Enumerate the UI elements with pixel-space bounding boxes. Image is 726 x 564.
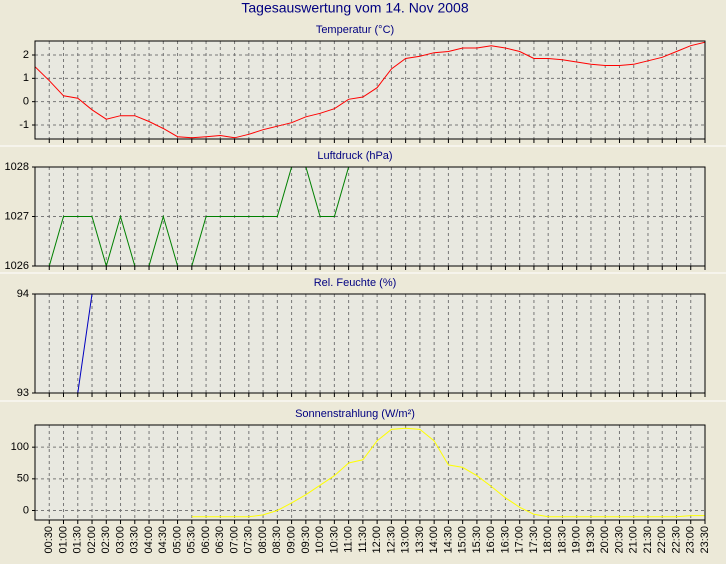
x-tick-label: 17:00 <box>514 526 526 554</box>
plot-area <box>35 41 705 139</box>
y-tick-label: 1028 <box>5 161 29 173</box>
x-tick-label: 15:30 <box>471 526 483 554</box>
x-tick-label: 22:30 <box>670 526 682 554</box>
x-tick-label: 08:30 <box>271 526 283 554</box>
x-tick-label: 21:00 <box>628 526 640 554</box>
x-tick-label: 14:30 <box>442 526 454 554</box>
plot-frame <box>34 40 706 140</box>
y-tick-label: 100 <box>11 441 29 453</box>
x-tick-label: 22:00 <box>656 526 668 554</box>
page-title: Tagesauswertung vom 14. Nov 2008 <box>241 0 468 16</box>
data-line <box>35 41 705 139</box>
plot-frame <box>34 424 706 521</box>
x-tick-label: 11:00 <box>343 526 355 553</box>
x-tick-label: 13:00 <box>400 526 412 554</box>
plot-area <box>35 167 705 266</box>
y-tick-label: 1026 <box>5 260 29 272</box>
x-tick-label: 15:00 <box>457 526 469 554</box>
x-tick-label: 03:30 <box>129 526 141 554</box>
x-tick-label: 05:00 <box>172 526 184 554</box>
x-tick-label: 21:30 <box>642 526 654 554</box>
x-tick-label: 12:00 <box>371 526 383 554</box>
x-tick-label: 18:30 <box>556 526 568 554</box>
x-tick-label: 10:00 <box>314 526 326 554</box>
x-tick-label: 20:00 <box>599 526 611 554</box>
x-tick-label: 09:00 <box>286 526 298 554</box>
x-tick-label: 02:30 <box>100 526 112 554</box>
y-tick-label: -1 <box>19 119 29 131</box>
x-tick-label: 14:00 <box>428 526 440 554</box>
x-tick-label: 08:00 <box>257 526 269 554</box>
x-tick-label: 23:00 <box>685 526 697 554</box>
y-tick-label: 1 <box>23 72 29 84</box>
x-tick-label: 17:30 <box>528 526 540 554</box>
plot-frame <box>34 293 706 394</box>
x-tick-label: 07:30 <box>243 526 255 554</box>
x-tick-label: 19:30 <box>585 526 597 554</box>
data-line <box>191 427 705 518</box>
panel-title: Temperatur (°C) <box>316 24 394 36</box>
x-tick-label: 04:30 <box>157 526 169 554</box>
x-tick-label: 23:30 <box>699 526 711 554</box>
panel-title: Rel. Feuchte (%) <box>314 277 397 289</box>
x-tick-label: 11:30 <box>357 526 369 553</box>
data-line <box>35 294 93 393</box>
x-tick-label: 01:30 <box>72 526 84 554</box>
data-line <box>35 167 350 266</box>
y-tick-label: 0 <box>23 504 29 516</box>
x-tick-label: 16:00 <box>485 526 497 554</box>
plot-area <box>35 425 705 520</box>
y-tick-label: 2 <box>23 49 29 61</box>
panel-title: Luftdruck (hPa) <box>317 150 392 162</box>
plot-frame <box>34 166 706 267</box>
x-tick-label: 03:00 <box>114 526 126 554</box>
x-tick-label: 18:00 <box>542 526 554 554</box>
x-tick-label: 13:30 <box>414 526 426 554</box>
x-tick-label: 04:00 <box>143 526 155 554</box>
x-tick-label: 02:00 <box>86 526 98 554</box>
x-tick-label: 12:30 <box>385 526 397 554</box>
x-tick-label: 06:30 <box>214 526 226 554</box>
x-tick-label: 20:30 <box>613 526 625 554</box>
plot-area <box>35 294 705 393</box>
x-tick-label: 19:00 <box>571 526 583 554</box>
y-tick-label: 0 <box>23 96 29 108</box>
x-tick-label: 16:30 <box>499 526 511 554</box>
y-tick-label: 50 <box>17 473 29 485</box>
x-tick-label: 01:00 <box>57 526 69 554</box>
y-tick-label: 1027 <box>5 210 29 222</box>
panel-title: Sonnenstrahlung (W/m²) <box>295 408 415 420</box>
x-tick-label: 09:30 <box>300 526 312 554</box>
x-tick-label: 00:30 <box>43 526 55 554</box>
y-tick-label: 93 <box>17 387 29 399</box>
x-tick-label: 07:00 <box>229 526 241 554</box>
y-tick-label: 94 <box>17 288 29 300</box>
x-tick-label: 06:00 <box>200 526 212 554</box>
x-tick-label: 05:30 <box>186 526 198 554</box>
x-tick-label: 10:30 <box>328 526 340 554</box>
